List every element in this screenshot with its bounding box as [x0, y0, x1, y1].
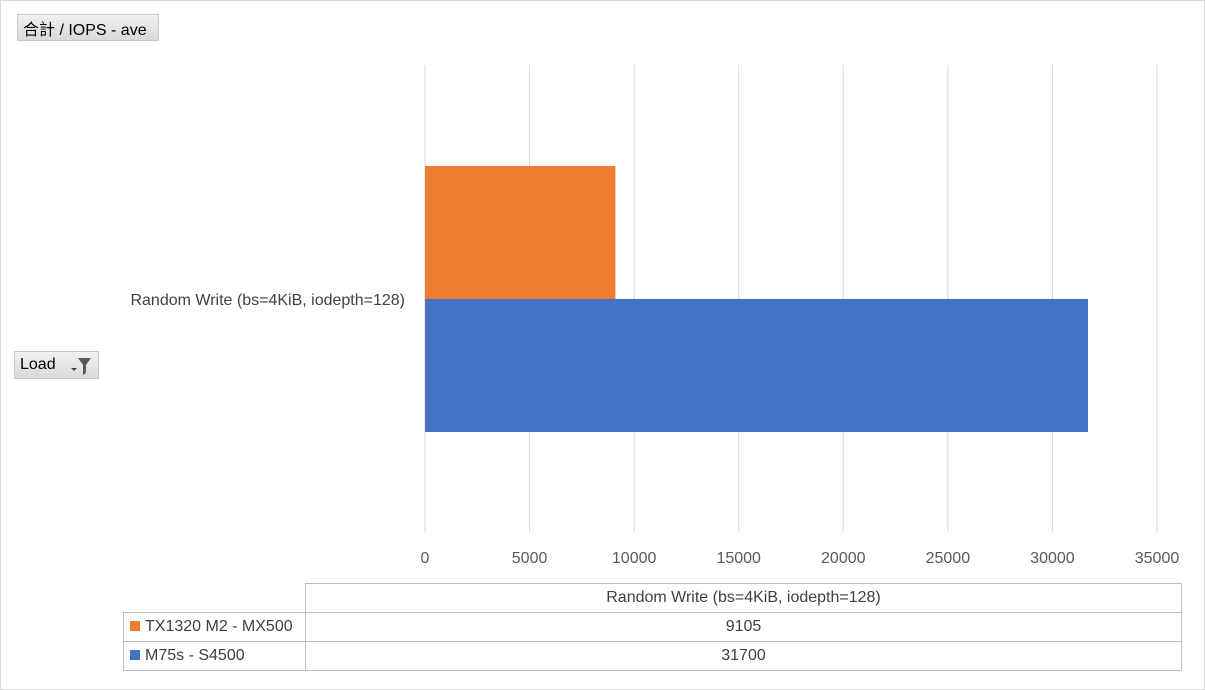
x-tick-label: 10000: [612, 550, 657, 567]
gridlines: [424, 65, 1158, 532]
x-tick-label: 5000: [512, 550, 548, 567]
value-field-button[interactable]: 合計 / IOPS - ave: [17, 14, 159, 41]
x-tick-label: 35000: [1135, 550, 1180, 567]
legend-label: TX1320 M2 - MX500: [145, 618, 293, 635]
data-table-row: TX1320 M2 - MX500 9105: [123, 612, 1182, 642]
x-tick-label: 30000: [1030, 550, 1075, 567]
x-tick-label: 25000: [926, 550, 971, 567]
legend-entry: M75s - S4500: [123, 641, 306, 671]
category-label: Random Write (bs=4KiB, iodepth=128): [130, 292, 405, 309]
value-field-label: 合計 / IOPS - ave: [23, 21, 147, 39]
data-table-row: M75s - S4500 31700: [123, 641, 1182, 671]
data-table-value: 31700: [305, 641, 1182, 671]
x-tick-label: 0: [421, 550, 430, 567]
filter-dropdown-icon[interactable]: [70, 356, 92, 376]
load-field-button[interactable]: Load: [14, 351, 99, 379]
legend-swatch-orange: [130, 621, 140, 631]
data-table-header: Random Write (bs=4KiB, iodepth=128): [305, 583, 1182, 613]
data-table-value: 9105: [305, 612, 1182, 642]
x-tick-label: 20000: [821, 550, 866, 567]
bar-blue[interactable]: [425, 299, 1088, 432]
data-table-header-row: Random Write (bs=4KiB, iodepth=128): [123, 583, 1182, 613]
bar-orange[interactable]: [425, 166, 616, 299]
load-field-label: Load: [20, 356, 56, 373]
legend-entry: TX1320 M2 - MX500: [123, 612, 306, 642]
x-tick-label: 15000: [716, 550, 761, 567]
legend-swatch-blue: [130, 650, 140, 660]
data-table: Random Write (bs=4KiB, iodepth=128) TX13…: [123, 583, 1182, 671]
x-axis-ticks: 0 5000 10000 15000 20000 25000 30000 35000: [421, 550, 1180, 567]
bars: [425, 166, 1088, 432]
bar-chart: 0 5000 10000 15000 20000 25000 30000 35000 Rand…: [130, 65, 1180, 567]
legend-label: M75s - S4500: [145, 647, 245, 664]
